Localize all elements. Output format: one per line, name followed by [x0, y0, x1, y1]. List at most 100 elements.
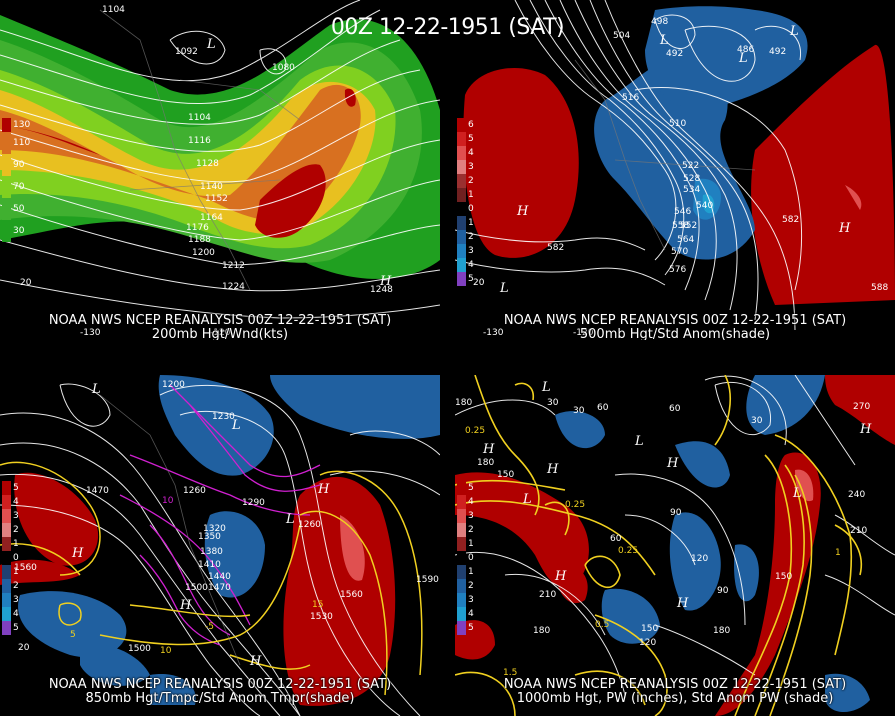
svg-text:1320: 1320 [203, 524, 226, 534]
svg-text:582: 582 [782, 215, 799, 225]
legend-label: 2 [468, 525, 474, 535]
legend-label: 130 [13, 120, 31, 130]
svg-text:1230: 1230 [212, 412, 235, 422]
legend-label: 2 [468, 232, 474, 242]
legend-label: 2 [468, 176, 474, 186]
svg-text:582: 582 [547, 243, 564, 253]
svg-text:90: 90 [670, 508, 682, 518]
svg-text:10: 10 [162, 496, 174, 506]
svg-text:120: 120 [639, 638, 656, 648]
svg-text:L: L [792, 486, 802, 501]
svg-text:15: 15 [312, 600, 323, 610]
legend-label: 6 [468, 120, 474, 130]
svg-text:1248: 1248 [370, 285, 393, 295]
svg-text:30: 30 [573, 406, 585, 416]
svg-text:552: 552 [680, 221, 697, 231]
legend-label: 1 [468, 218, 474, 228]
svg-text:1224: 1224 [222, 282, 245, 292]
svg-text:1116: 1116 [188, 136, 211, 146]
svg-text:1350: 1350 [198, 532, 221, 542]
legend-label: 5 [13, 623, 19, 633]
svg-text:H: H [249, 654, 262, 669]
svg-text:1128: 1128 [196, 159, 219, 169]
svg-text:L: L [738, 51, 748, 66]
svg-text:L: L [206, 37, 216, 52]
svg-text:492: 492 [666, 49, 683, 59]
caption-line1: NOAA NWS NCEP REANALYSIS 00Z 12-22-1951 … [503, 313, 847, 328]
svg-text:150: 150 [641, 624, 658, 634]
svg-text:1410: 1410 [198, 560, 221, 570]
svg-text:546: 546 [674, 207, 691, 217]
svg-text:20: 20 [18, 643, 30, 653]
map-200mb: 1104 1092 1080 1104 1116 1128 1140 1152 … [0, 0, 440, 340]
svg-text:-130: -130 [483, 328, 504, 338]
svg-text:20: 20 [473, 278, 485, 288]
svg-text:1470: 1470 [208, 583, 231, 593]
svg-text:H: H [379, 274, 392, 289]
svg-text:1530: 1530 [310, 612, 333, 622]
caption-line1: NOAA NWS NCEP REANALYSIS 00Z 12-22-1951 … [503, 677, 847, 692]
caption-200mb: NOAA NWS NCEP REANALYSIS 00Z 12-22-1951 … [0, 313, 440, 341]
legend-label: 4 [468, 260, 474, 270]
caption-line2: 850mb Hgt/Tmpc/Std Anom Tmpr(shade) [85, 691, 355, 706]
svg-text:H: H [838, 221, 851, 236]
svg-text:L: L [541, 380, 551, 395]
svg-text:0.25: 0.25 [465, 426, 485, 436]
svg-text:1590: 1590 [416, 575, 439, 585]
svg-text:1260: 1260 [298, 520, 321, 530]
svg-text:1200: 1200 [192, 248, 215, 258]
map-title: 00Z 12-22-1951 (SAT) [330, 15, 565, 40]
svg-text:1104: 1104 [188, 113, 211, 123]
legend-label: 2 [13, 581, 19, 591]
legend-label: 4 [468, 148, 474, 158]
svg-text:180: 180 [713, 626, 730, 636]
legend-label: 4 [13, 609, 19, 619]
svg-text:1.5: 1.5 [503, 668, 517, 678]
legend-label: 4 [468, 497, 474, 507]
svg-text:L: L [231, 418, 241, 433]
svg-text:H: H [859, 422, 872, 437]
legend-label: 50 [13, 204, 25, 214]
legend-label: 30 [13, 226, 25, 236]
legend-label: 4 [468, 609, 474, 619]
svg-text:1260: 1260 [183, 486, 206, 496]
svg-text:-120: -120 [573, 328, 594, 338]
legend-label: 0 [13, 553, 19, 563]
svg-text:1152: 1152 [205, 194, 228, 204]
svg-text:1500: 1500 [185, 583, 208, 593]
svg-text:1092: 1092 [175, 47, 198, 57]
svg-text:1104: 1104 [102, 5, 125, 15]
legend-label: 2 [468, 581, 474, 591]
svg-text:L: L [499, 281, 509, 296]
svg-text:180: 180 [455, 398, 472, 408]
svg-text:H: H [666, 456, 679, 471]
svg-text:-120: -120 [210, 328, 231, 338]
svg-text:L: L [659, 33, 669, 48]
svg-text:1380: 1380 [200, 547, 223, 557]
svg-text:H: H [546, 462, 559, 477]
legend-label: 5 [468, 483, 474, 493]
svg-text:210: 210 [850, 526, 867, 536]
legend-label: 90 [13, 160, 25, 170]
svg-text:60: 60 [597, 403, 609, 413]
svg-text:210: 210 [539, 590, 556, 600]
panel-1000mb: 180 30 30 60 60 30 270 150 180 120 90 12… [455, 375, 895, 716]
legend-label: 4 [13, 497, 19, 507]
legend-label: 5 [468, 134, 474, 144]
svg-text:522: 522 [682, 161, 699, 171]
svg-text:1: 1 [835, 548, 841, 558]
svg-text:1200: 1200 [162, 380, 185, 390]
map-1000mb: 180 30 30 60 60 30 270 150 180 120 90 12… [455, 375, 895, 716]
svg-text:L: L [789, 24, 799, 39]
svg-text:270: 270 [853, 402, 870, 412]
svg-text:558: 558 [672, 221, 689, 231]
map-500mb: 498 504 492 486 492 516 510 522 528 534 … [455, 0, 895, 340]
svg-text:-130: -130 [80, 328, 101, 338]
svg-text:1470: 1470 [86, 486, 109, 496]
svg-text:30: 30 [547, 398, 559, 408]
caption-850mb: NOAA NWS NCEP REANALYSIS 00Z 12-22-1951 … [0, 678, 440, 706]
legend-label: 1 [13, 567, 19, 577]
svg-text:528: 528 [683, 174, 700, 184]
caption-line1: NOAA NWS NCEP REANALYSIS 00Z 12-22-1951 … [48, 313, 392, 328]
legend-label: 1 [13, 539, 19, 549]
